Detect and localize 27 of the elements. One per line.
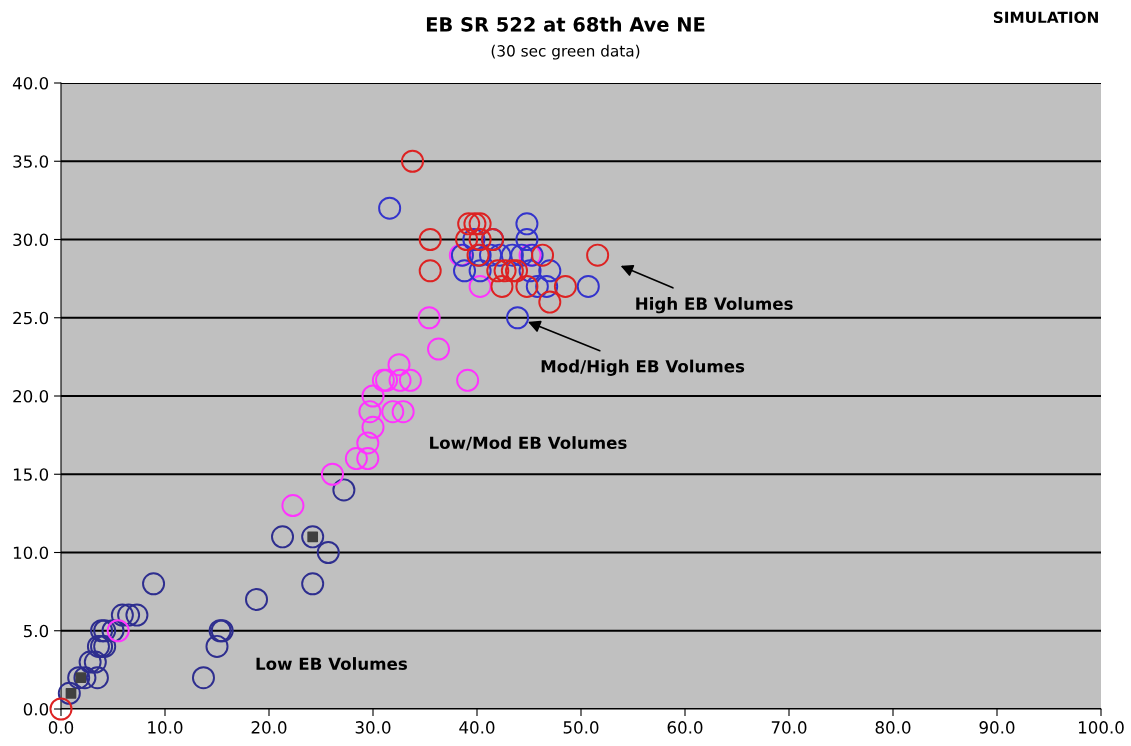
y-tick-label: 40.0	[12, 76, 49, 90]
x-tick-label: 70.0	[771, 721, 807, 734]
annotation: Mod/High EB Volumes	[541, 359, 745, 376]
text: SIMULATION	[993, 11, 1098, 24]
x-tick-label: 60.0	[667, 721, 703, 734]
x-tick-label: 10.0	[148, 721, 183, 734]
annotation: High EB Volumes	[636, 297, 793, 314]
y-tick-label: 30.0	[13, 233, 49, 247]
y-tick-label: 0.0	[23, 702, 49, 716]
x-tick-label: 80.0	[875, 721, 911, 734]
x-tick-label: 30.0	[355, 721, 391, 734]
y-tick-label: 35.0	[13, 155, 49, 168]
x-tick-label: 90.0	[979, 721, 1015, 734]
annotation: Low EB Volumes	[256, 657, 407, 671]
y-tick-label: 25.0	[13, 311, 49, 325]
chart-title: EB SR 522 at 68th Ave NE	[426, 16, 705, 32]
y-tick-label: 20.0	[13, 389, 49, 403]
chart-subtitle: (30 sec green data)	[491, 44, 640, 60]
annotation: Low/Mod EB Volumes	[430, 436, 627, 451]
x-tick-label: 20.0	[251, 721, 287, 734]
y-tick-label: 5.0	[23, 624, 49, 638]
x-tick-label: 0.0	[48, 721, 74, 734]
x-tick-label: 40.0	[459, 721, 495, 734]
y-tick-label: 10.0	[13, 546, 49, 560]
y-tick-label: 15.0	[13, 468, 49, 481]
x-tick-label: 100.0	[1078, 721, 1124, 734]
x-tick-label: 50.0	[563, 721, 599, 734]
